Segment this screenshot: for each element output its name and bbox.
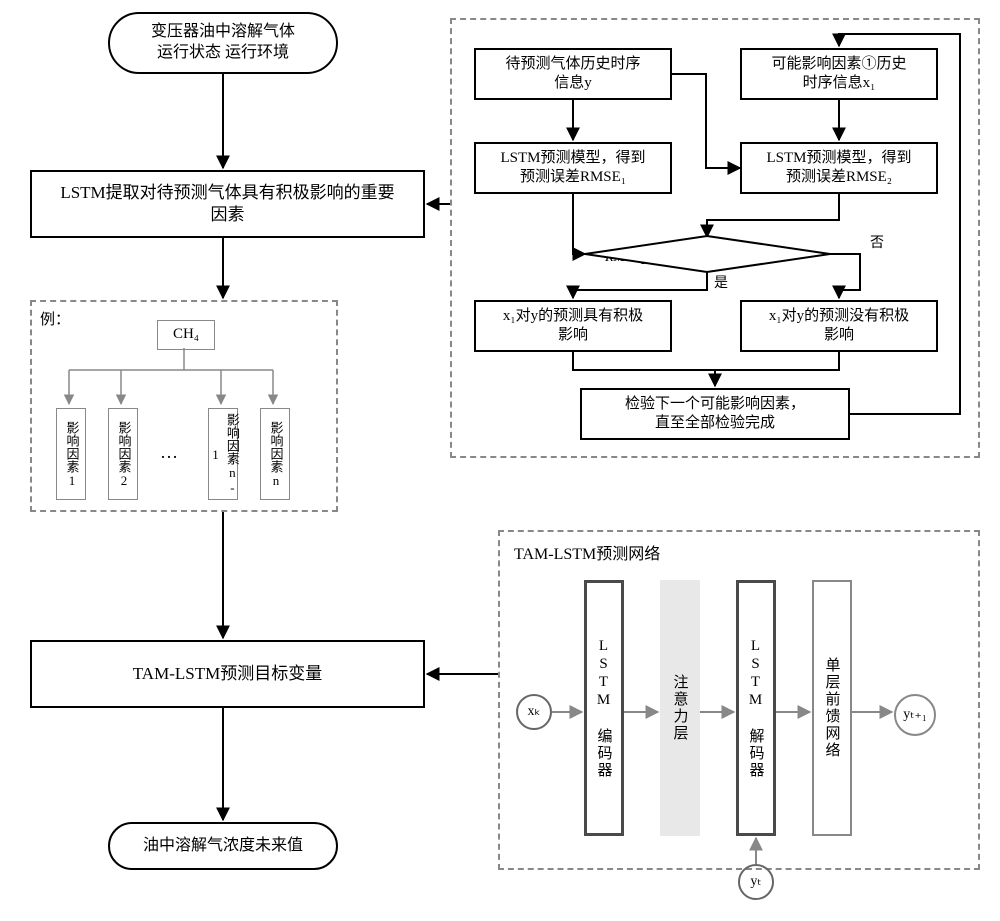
box-loop: 检验下一个可能影响因素， 直至全部检验完成 [580,388,850,440]
end-node: 油中溶解气浓度未来值 [108,822,338,870]
box-x-text: 可能影响因素①历史 时序信息x₁ [771,55,906,94]
factor-1: 影响因素1 [56,408,86,500]
step2-node: TAM-LSTM预测目标变量 [30,640,425,708]
tam-block1-text: LSTM 编码器 [594,638,615,779]
example-root-text: CH₄ [173,325,199,345]
example-label: 例： [40,308,70,329]
tam-yt: yₜ [738,864,774,900]
box-negative-text: x₁对y的预测没有积极 影响 [769,307,909,346]
tam-block4: 单层前馈网络 [812,580,852,836]
tam-block4-text: 单层前馈网络 [822,657,843,759]
start-node: 变压器油中溶解气体 运行状态 运行环境 [108,12,338,74]
box-rmse1-text: LSTM预测模型，得到 预测误差RMSE₁ [500,149,645,188]
tam-block2-text: 注意力层 [670,674,691,742]
factor-n: 影响因素n [260,408,290,500]
box-positive: x₁对y的预测具有积极 影响 [474,300,672,352]
step1-text: LSTM提取对待预测气体具有积极影响的重要 因素 [60,182,394,226]
factor-n1-text: 影响因素n-1 [206,409,240,499]
step1-node: LSTM提取对待预测气体具有积极影响的重要 因素 [30,170,425,238]
decision-label: RMSE₂＜RMSE₁ ? [605,246,711,266]
box-negative: x₁对y的预测没有积极 影响 [740,300,938,352]
yes-label: 是 [714,272,728,292]
end-text: 油中溶解气浓度未来值 [143,836,303,857]
example-panel: 例： CH₄ 影响因素1 影响因素2 … 影响因素n-1 影响因素n [30,300,338,512]
tam-block2: 注意力层 [660,580,700,836]
box-loop-text: 检验下一个可能影响因素， 直至全部检验完成 [625,395,805,434]
factor-ellipsis: … [160,442,178,463]
tam-block1: LSTM 编码器 [584,580,624,836]
factor-1-text: 影响因素1 [63,421,80,488]
no-label: 否 [870,232,884,252]
start-text: 变压器油中溶解气体 运行状态 运行环境 [151,22,295,64]
box-positive-text: x₁对y的预测具有积极 影响 [503,307,643,346]
factor-n-text: 影响因素n [267,421,284,488]
tam-block3-text: LSTM 解码器 [746,638,767,779]
tam-output-text: yₜ₊₁ [903,706,926,724]
tam-block3: LSTM 解码器 [736,580,776,836]
example-root: CH₄ [157,320,215,350]
tam-input-text: xₖ [528,703,541,721]
tam-output: yₜ₊₁ [894,694,936,736]
box-x: 可能影响因素①历史 时序信息x₁ [740,48,938,100]
factor-2: 影响因素2 [108,408,138,500]
tam-yt-text: yₜ [750,873,761,891]
tam-title: TAM-LSTM预测网络 [514,540,660,564]
box-y-text: 待预测气体历史时序 信息y [505,55,640,94]
factor-2-text: 影响因素2 [115,421,132,488]
box-rmse2-text: LSTM预测模型，得到 预测误差RMSE₂ [766,149,911,188]
box-rmse2: LSTM预测模型，得到 预测误差RMSE₂ [740,142,938,194]
factor-n1: 影响因素n-1 [208,408,238,500]
step2-text: TAM-LSTM预测目标变量 [133,663,322,685]
box-rmse1: LSTM预测模型，得到 预测误差RMSE₁ [474,142,672,194]
box-y: 待预测气体历史时序 信息y [474,48,672,100]
tam-input: xₖ [516,694,552,730]
